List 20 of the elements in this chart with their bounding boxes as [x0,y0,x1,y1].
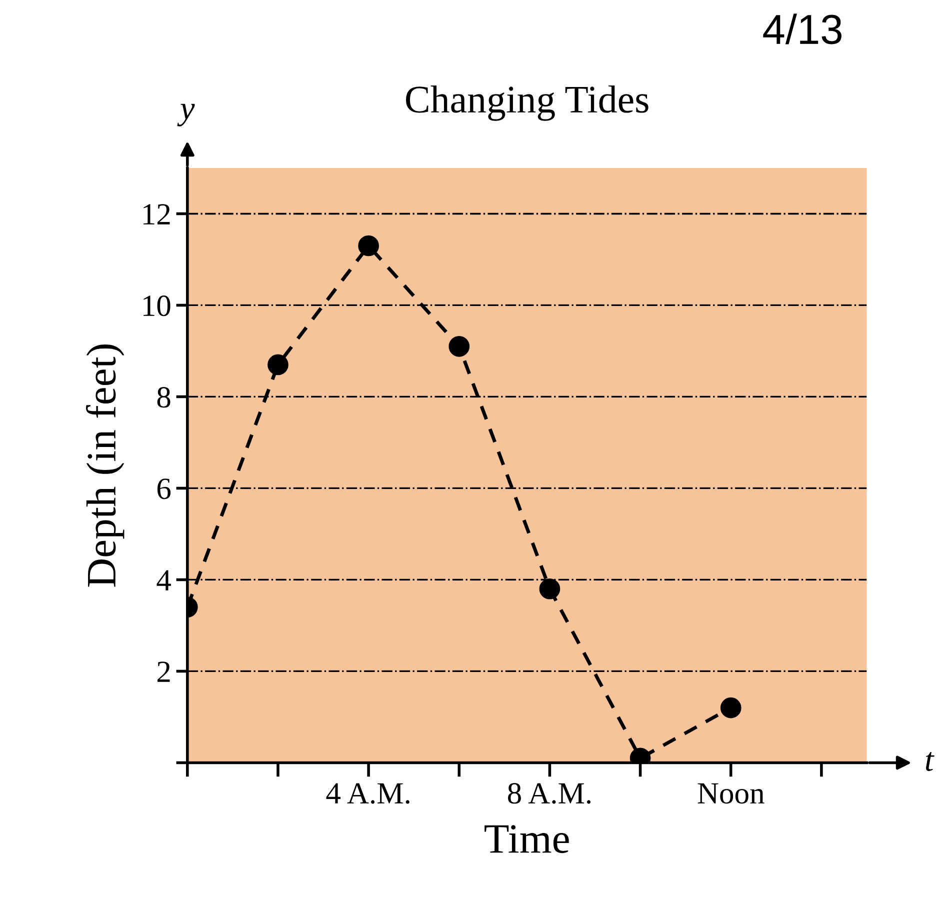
x-tick-label: Noon [698,783,764,804]
x-axis-title: Time [484,825,569,854]
x-tick-label: 4 A.M. [326,783,410,804]
text: y [177,104,195,126]
y-tick-label: 4 [156,570,171,590]
point [539,578,560,600]
point [268,354,288,376]
point [358,235,379,256]
y-tick-label: 2 [157,662,170,682]
point [720,697,742,718]
y-tick-label: 6 [157,478,171,500]
y-tick-label: 12 [144,204,170,224]
chart-title: Changing Tides [406,85,648,121]
point [448,336,470,357]
y-axis-title: Depth (in feet) [86,344,124,587]
x-tick-label: 8 A.M. [508,783,591,804]
text: 4/13 [763,14,842,44]
y-tick-label: 10 [144,296,170,316]
y-tick-label: 8 [157,387,170,408]
text: t [926,752,934,772]
